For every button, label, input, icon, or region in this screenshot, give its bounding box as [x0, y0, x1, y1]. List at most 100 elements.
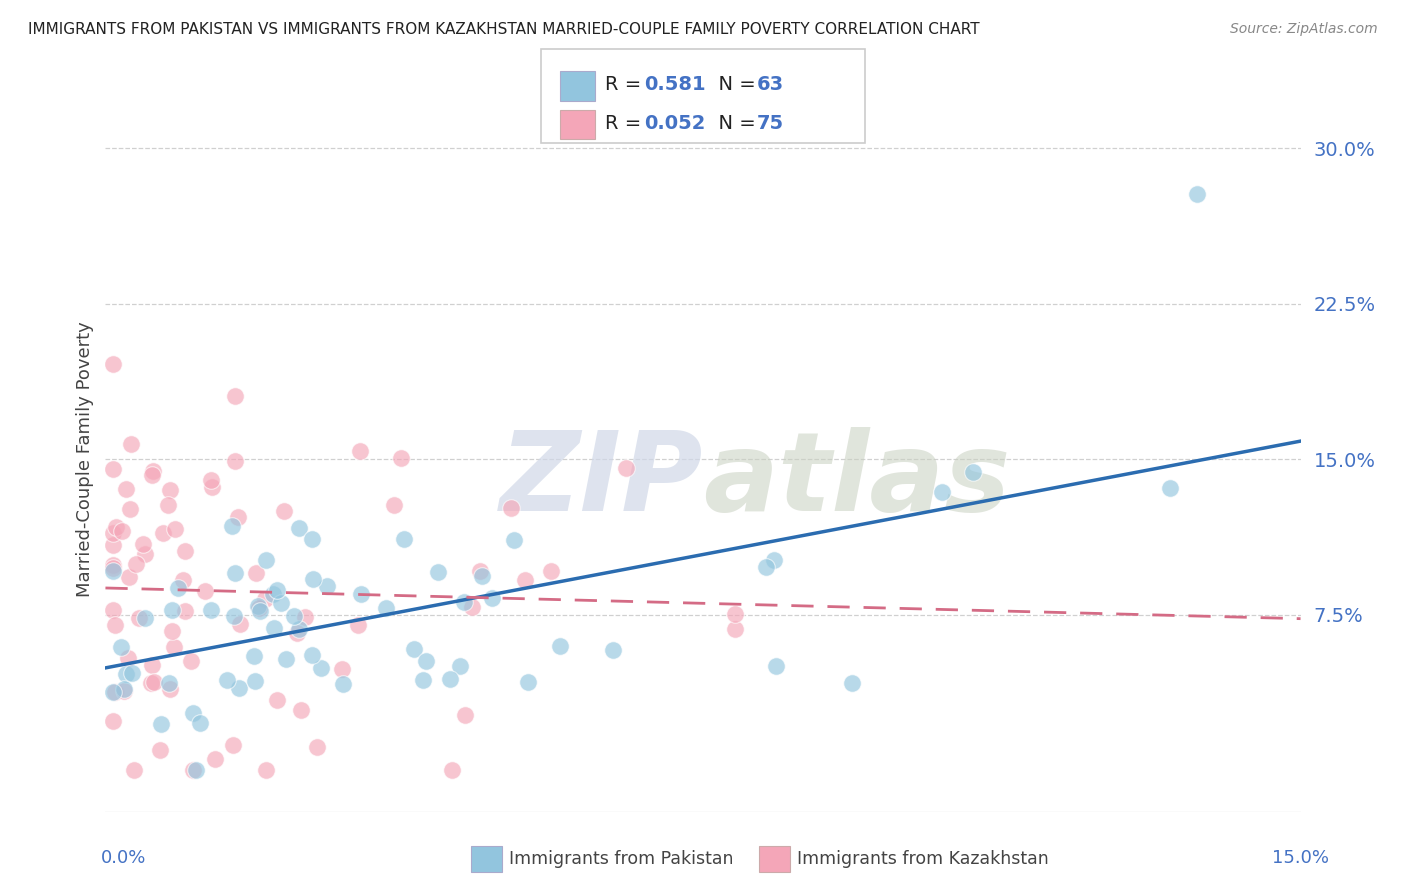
Point — [249, 604, 271, 618]
Text: 0.0%: 0.0% — [101, 849, 146, 867]
Text: 75: 75 — [756, 113, 783, 133]
Point — [841, 675, 863, 690]
Point — [288, 521, 311, 535]
Point — [540, 564, 562, 578]
Point — [316, 578, 339, 592]
Point — [141, 658, 163, 673]
Point — [105, 520, 128, 534]
Point — [1185, 187, 1208, 202]
Point — [167, 581, 190, 595]
Point — [247, 599, 270, 613]
Point — [115, 666, 138, 681]
Point — [103, 525, 125, 540]
Point — [382, 498, 405, 512]
Point — [513, 573, 536, 587]
Point — [449, 659, 471, 673]
Point — [224, 566, 246, 580]
Point — [200, 473, 222, 487]
Point — [273, 503, 295, 517]
Point — [765, 659, 787, 673]
Point — [159, 682, 181, 697]
Point — [415, 654, 437, 668]
Point — [157, 498, 180, 512]
Point — [245, 566, 267, 581]
Point — [330, 662, 353, 676]
Text: IMMIGRANTS FROM PAKISTAN VS IMMIGRANTS FROM KAZAKHSTAN MARRIED-COUPLE FAMILY POV: IMMIGRANTS FROM PAKISTAN VS IMMIGRANTS F… — [28, 22, 980, 37]
Point — [143, 674, 166, 689]
Point — [266, 692, 288, 706]
Point — [614, 460, 637, 475]
Point — [454, 707, 477, 722]
Point — [499, 500, 522, 515]
Point — [142, 464, 165, 478]
Point — [724, 607, 747, 621]
Text: 0.581: 0.581 — [644, 75, 706, 95]
Point — [468, 564, 491, 578]
Point — [120, 437, 142, 451]
Point — [228, 681, 250, 696]
Point — [215, 673, 238, 687]
Point — [283, 608, 305, 623]
Point — [548, 640, 571, 654]
Point — [266, 582, 288, 597]
Point — [471, 569, 494, 583]
Point — [254, 591, 277, 606]
Point — [294, 609, 316, 624]
Point — [224, 609, 246, 624]
Point — [103, 714, 125, 729]
Point — [332, 677, 354, 691]
Text: R =: R = — [605, 113, 647, 133]
Text: R =: R = — [605, 75, 647, 95]
Point — [104, 685, 127, 699]
Point — [287, 622, 309, 636]
Point — [254, 553, 277, 567]
Text: N =: N = — [706, 75, 762, 95]
Point — [103, 602, 125, 616]
Point — [350, 587, 373, 601]
Point — [222, 738, 245, 752]
Point — [139, 676, 162, 690]
Point — [122, 764, 145, 778]
Point — [247, 600, 270, 615]
Point — [931, 485, 953, 500]
Point — [128, 611, 150, 625]
Point — [111, 524, 134, 539]
Point — [200, 603, 222, 617]
Text: 0.052: 0.052 — [644, 113, 706, 133]
Point — [172, 573, 194, 587]
Point — [439, 672, 461, 686]
Point — [375, 601, 398, 615]
Point — [134, 547, 156, 561]
Point — [141, 467, 163, 482]
Point — [174, 604, 197, 618]
Point — [453, 595, 475, 609]
Point — [389, 451, 412, 466]
Point — [194, 584, 217, 599]
Text: Immigrants from Pakistan: Immigrants from Pakistan — [509, 850, 734, 868]
Point — [181, 706, 204, 720]
Point — [114, 682, 136, 697]
Point — [307, 739, 329, 754]
Point — [262, 587, 284, 601]
Point — [221, 518, 243, 533]
Point — [103, 538, 125, 552]
Point — [440, 764, 463, 778]
Point — [516, 675, 538, 690]
Point — [103, 618, 125, 632]
Point — [290, 703, 312, 717]
Point — [162, 640, 184, 655]
Point — [157, 676, 180, 690]
Point — [132, 537, 155, 551]
Point — [160, 624, 183, 638]
Point — [103, 558, 125, 572]
Point — [481, 591, 503, 605]
Point — [183, 764, 205, 778]
Point — [152, 526, 174, 541]
Point — [204, 752, 226, 766]
Point — [149, 743, 172, 757]
Point — [270, 596, 292, 610]
Point — [163, 522, 186, 536]
Point — [103, 685, 125, 699]
Point — [103, 564, 125, 578]
Point — [180, 654, 202, 668]
